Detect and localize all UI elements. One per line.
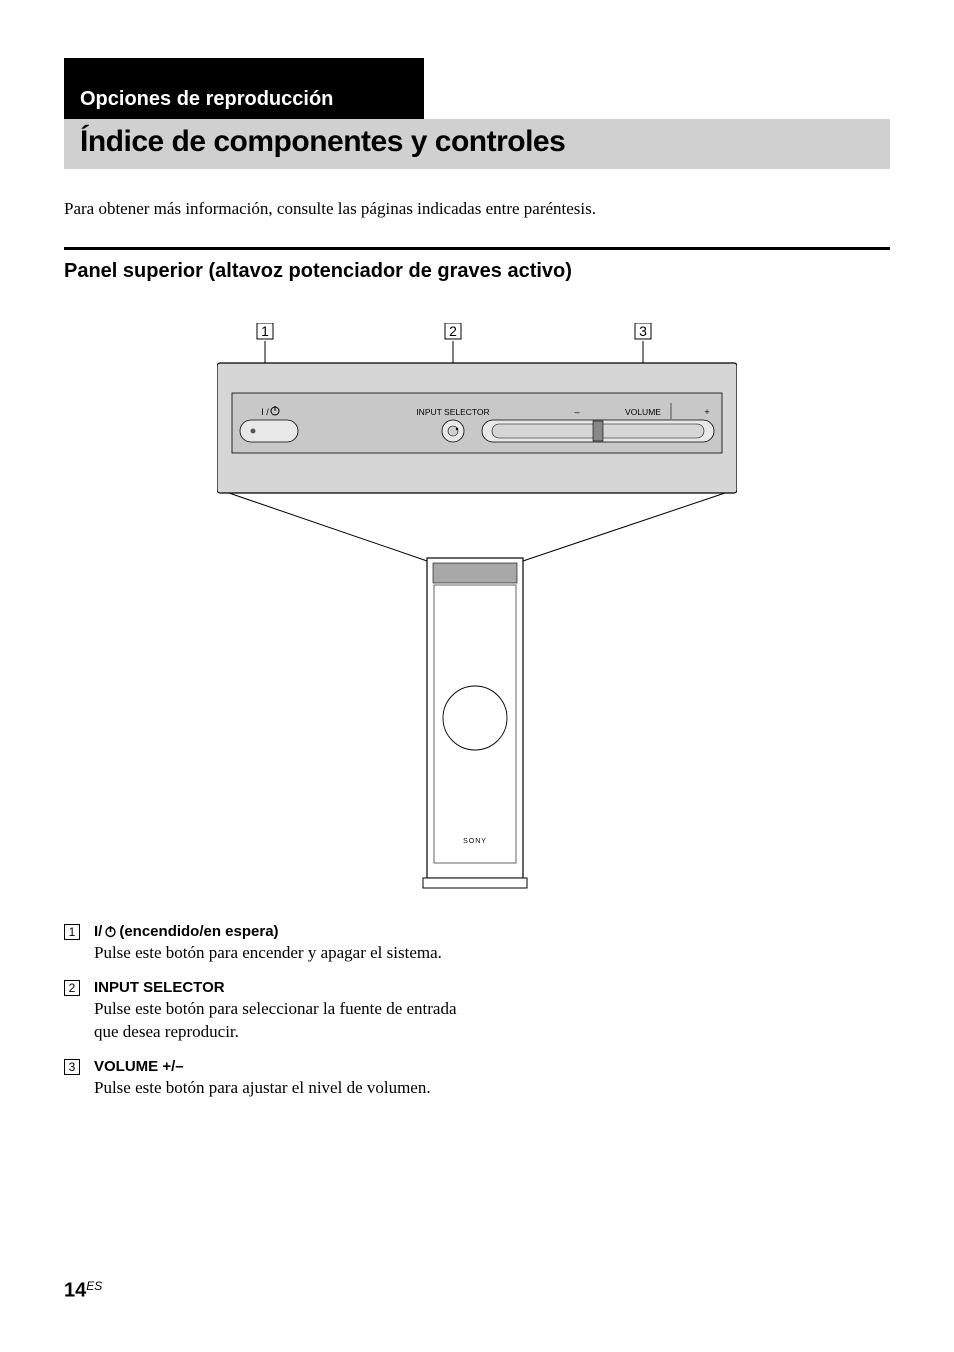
- page-title: Índice de componentes y controles: [64, 119, 890, 169]
- panel-diagram: 1 2 3 I / INPUT SELECTOR: [64, 323, 890, 893]
- legend-num-2: 2: [64, 980, 80, 996]
- legend-item-2: 2 INPUT SELECTOR Pulse este botón para s…: [64, 979, 484, 1052]
- speaker-graphic: SONY: [423, 558, 527, 888]
- page-suffix: ES: [86, 1279, 102, 1293]
- page-footer: 14ES: [64, 1279, 102, 1302]
- svg-text:2: 2: [449, 323, 457, 339]
- svg-text:+: +: [704, 407, 709, 417]
- page-number: 14: [64, 1279, 86, 1301]
- legend-desc-1: Pulse este botón para encender y apagar …: [94, 942, 484, 965]
- svg-text:VOLUME: VOLUME: [625, 407, 661, 417]
- section-heading: Panel superior (altavoz potenciador de g…: [64, 260, 890, 283]
- legend-title-2: INPUT SELECTOR: [94, 979, 484, 996]
- legend-title-3: VOLUME +/–: [94, 1058, 484, 1075]
- svg-text:SONY: SONY: [463, 838, 487, 845]
- intro-text: Para obtener más información, consulte l…: [64, 199, 890, 219]
- svg-text:–: –: [574, 407, 579, 417]
- section-tab: Opciones de reproducción: [64, 58, 424, 119]
- power-icon: [104, 925, 117, 938]
- svg-text:I /: I /: [261, 407, 269, 417]
- svg-text:1: 1: [261, 323, 269, 339]
- svg-text:INPUT SELECTOR: INPUT SELECTOR: [416, 407, 489, 417]
- header-block: Opciones de reproducción Índice de compo…: [64, 58, 890, 169]
- legend-item-1: 1 I/ (encendido/en espera) Pulse este bo…: [64, 923, 484, 973]
- legend-num-3: 3: [64, 1059, 80, 1075]
- legend-title-1: I/ (encendido/en espera): [94, 923, 484, 940]
- svg-text:3: 3: [639, 323, 647, 339]
- legend-list: 1 I/ (encendido/en espera) Pulse este bo…: [64, 923, 484, 1108]
- legend-desc-3: Pulse este botón para ajustar el nivel d…: [94, 1077, 484, 1100]
- legend-item-3: 3 VOLUME +/– Pulse este botón para ajust…: [64, 1058, 484, 1108]
- section-divider: [64, 247, 890, 250]
- legend-desc-2: Pulse este botón para seleccionar la fue…: [94, 998, 484, 1044]
- legend-num-1: 1: [64, 924, 80, 940]
